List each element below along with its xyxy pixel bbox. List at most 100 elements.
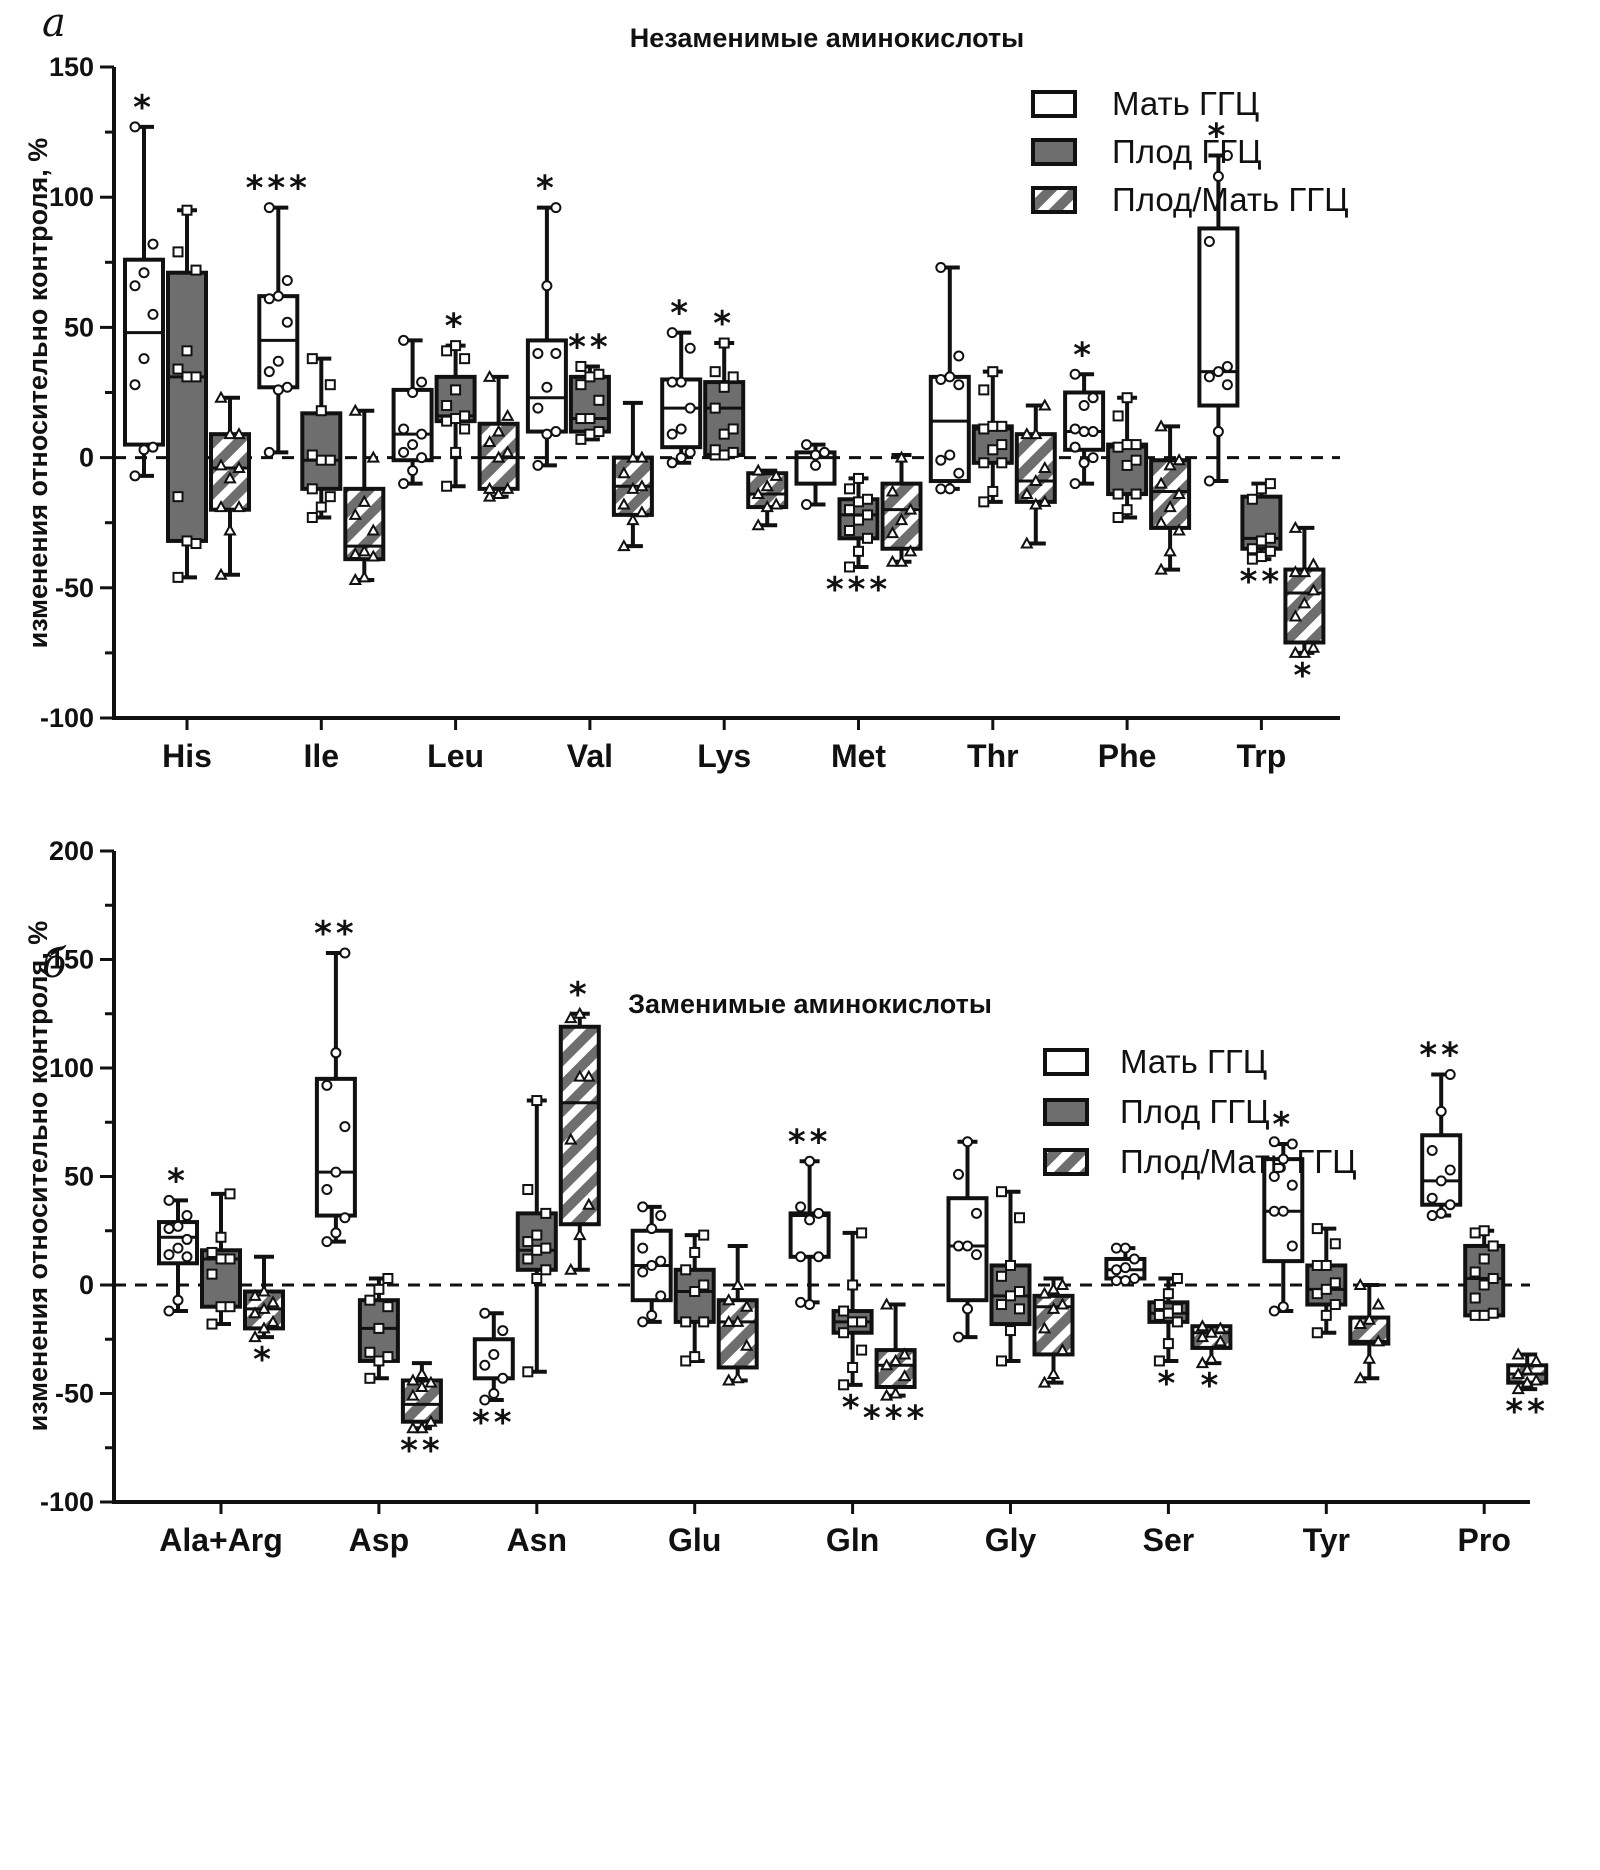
data-point-circle bbox=[1119, 1262, 1131, 1274]
data-point-square bbox=[1153, 1299, 1165, 1311]
data-point-square bbox=[1469, 1266, 1481, 1278]
data-point-square bbox=[450, 384, 462, 396]
data-point-square bbox=[838, 1327, 850, 1339]
box-ratio-thr bbox=[1014, 398, 1057, 549]
data-point-triangle bbox=[1204, 1351, 1219, 1364]
data-point-square bbox=[522, 1366, 534, 1378]
data-point-circle bbox=[1277, 1153, 1289, 1165]
data-point-triangle bbox=[415, 1366, 429, 1379]
data-point-triangle bbox=[885, 484, 900, 497]
x-tick-label: Trp bbox=[1237, 738, 1287, 774]
box-ratio-ala-arg: * bbox=[243, 1254, 285, 1380]
x-tick-label: Val bbox=[567, 738, 613, 774]
data-point-square bbox=[1311, 1223, 1323, 1235]
data-point-triangle bbox=[1020, 536, 1034, 549]
data-point-square bbox=[172, 491, 184, 503]
data-point-triangle bbox=[1213, 1334, 1228, 1347]
data-point-square bbox=[1255, 551, 1267, 563]
data-point-circle bbox=[944, 449, 956, 461]
data-point-circle bbox=[1444, 1069, 1456, 1081]
data-point-square bbox=[215, 1301, 227, 1313]
data-point-square bbox=[522, 1253, 534, 1265]
data-point-triangle bbox=[1038, 494, 1052, 507]
data-point-triangle bbox=[348, 403, 362, 416]
data-point-triangle bbox=[482, 434, 497, 447]
data-point-circle bbox=[655, 1255, 667, 1267]
data-point-circle bbox=[1221, 150, 1233, 162]
legend-swatch-fetus bbox=[1031, 138, 1077, 166]
box-fetus-tyr bbox=[1305, 1223, 1348, 1339]
data-point-triangle bbox=[214, 567, 228, 580]
data-point-triangle bbox=[1055, 1297, 1070, 1310]
data-point-triangle bbox=[257, 1284, 271, 1297]
box-mother-trp: * bbox=[1197, 117, 1240, 487]
data-point-square bbox=[450, 446, 462, 458]
legend: Мать ГГЦ Плод ГГЦ Плод/Мать ГГЦ bbox=[1043, 1043, 1357, 1180]
data-point-triangle bbox=[214, 390, 228, 403]
data-point-triangle bbox=[1288, 565, 1303, 578]
data-point-square bbox=[987, 485, 999, 497]
data-point-circle bbox=[263, 446, 275, 458]
significance-marker: ** bbox=[788, 1122, 832, 1162]
data-point-circle bbox=[1444, 1164, 1456, 1176]
box-fetus-met: *** bbox=[826, 472, 887, 610]
data-point-triangle bbox=[1038, 460, 1052, 474]
data-point-square bbox=[441, 400, 453, 412]
box-fetus-thr bbox=[971, 366, 1014, 508]
box-ratio-trp: * bbox=[1283, 520, 1326, 696]
data-point-square bbox=[584, 428, 596, 440]
data-point-triangle bbox=[879, 1358, 894, 1371]
data-point-circle bbox=[1203, 475, 1215, 487]
data-point-triangle bbox=[1353, 1277, 1367, 1290]
data-point-triangle bbox=[617, 539, 631, 552]
significance-marker: ** bbox=[314, 914, 358, 954]
legend-swatch-mother bbox=[1031, 90, 1077, 118]
data-point-circle bbox=[1212, 170, 1224, 182]
data-point-triangle bbox=[760, 500, 774, 513]
data-point-circle bbox=[944, 371, 956, 383]
data-point-circle bbox=[339, 947, 351, 959]
data-point-circle bbox=[172, 1242, 184, 1254]
data-point-square bbox=[575, 413, 587, 425]
data-point-triangle bbox=[751, 486, 765, 500]
data-point-circle bbox=[1435, 1175, 1447, 1187]
data-point-square bbox=[978, 457, 990, 469]
data-point-square bbox=[1255, 483, 1267, 495]
x-tick-label: Ala+Arg bbox=[159, 1522, 283, 1558]
box-mother-thr bbox=[928, 262, 971, 495]
data-point-circle bbox=[1119, 1242, 1131, 1254]
box-ratio-asp: ** bbox=[400, 1361, 443, 1471]
data-point-triangle bbox=[415, 1421, 429, 1434]
data-point-circle bbox=[810, 449, 821, 461]
data-point-triangle bbox=[1288, 609, 1303, 622]
x-tick-label: His bbox=[162, 738, 212, 774]
significance-marker: ** bbox=[1240, 562, 1284, 602]
data-point-triangle bbox=[903, 502, 918, 515]
data-point-square bbox=[718, 449, 730, 461]
data-point-square bbox=[853, 472, 864, 484]
data-point-circle bbox=[541, 428, 553, 440]
legend-label-ratio: Плод/Мать ГГЦ bbox=[1120, 1143, 1357, 1180]
data-point-circle bbox=[801, 498, 812, 510]
data-point-circle bbox=[962, 1136, 973, 1148]
data-point-triangle bbox=[897, 1369, 912, 1382]
x-tick-label: Lys bbox=[697, 738, 751, 774]
y-tick-label: 100 bbox=[49, 182, 94, 212]
data-point-circle bbox=[1128, 1253, 1140, 1265]
data-point-circle bbox=[675, 376, 687, 388]
data-point-circle bbox=[962, 1303, 973, 1315]
data-point-square bbox=[181, 535, 193, 547]
data-point-square bbox=[206, 1318, 218, 1330]
data-point-circle bbox=[971, 1249, 982, 1261]
data-point-square bbox=[215, 1253, 227, 1265]
data-point-triangle bbox=[888, 1353, 903, 1366]
data-point-triangle bbox=[348, 546, 362, 559]
data-point-circle bbox=[795, 1251, 807, 1263]
data-point-triangle bbox=[482, 481, 497, 494]
data-point-circle bbox=[550, 202, 562, 214]
data-point-circle bbox=[666, 428, 678, 440]
significance-marker: * bbox=[1201, 1366, 1223, 1406]
x-tick-label: Glu bbox=[668, 1522, 721, 1558]
data-point-triangle bbox=[1371, 1297, 1385, 1310]
chart-title-a: Незаменимые аминокислоты bbox=[630, 23, 1024, 53]
